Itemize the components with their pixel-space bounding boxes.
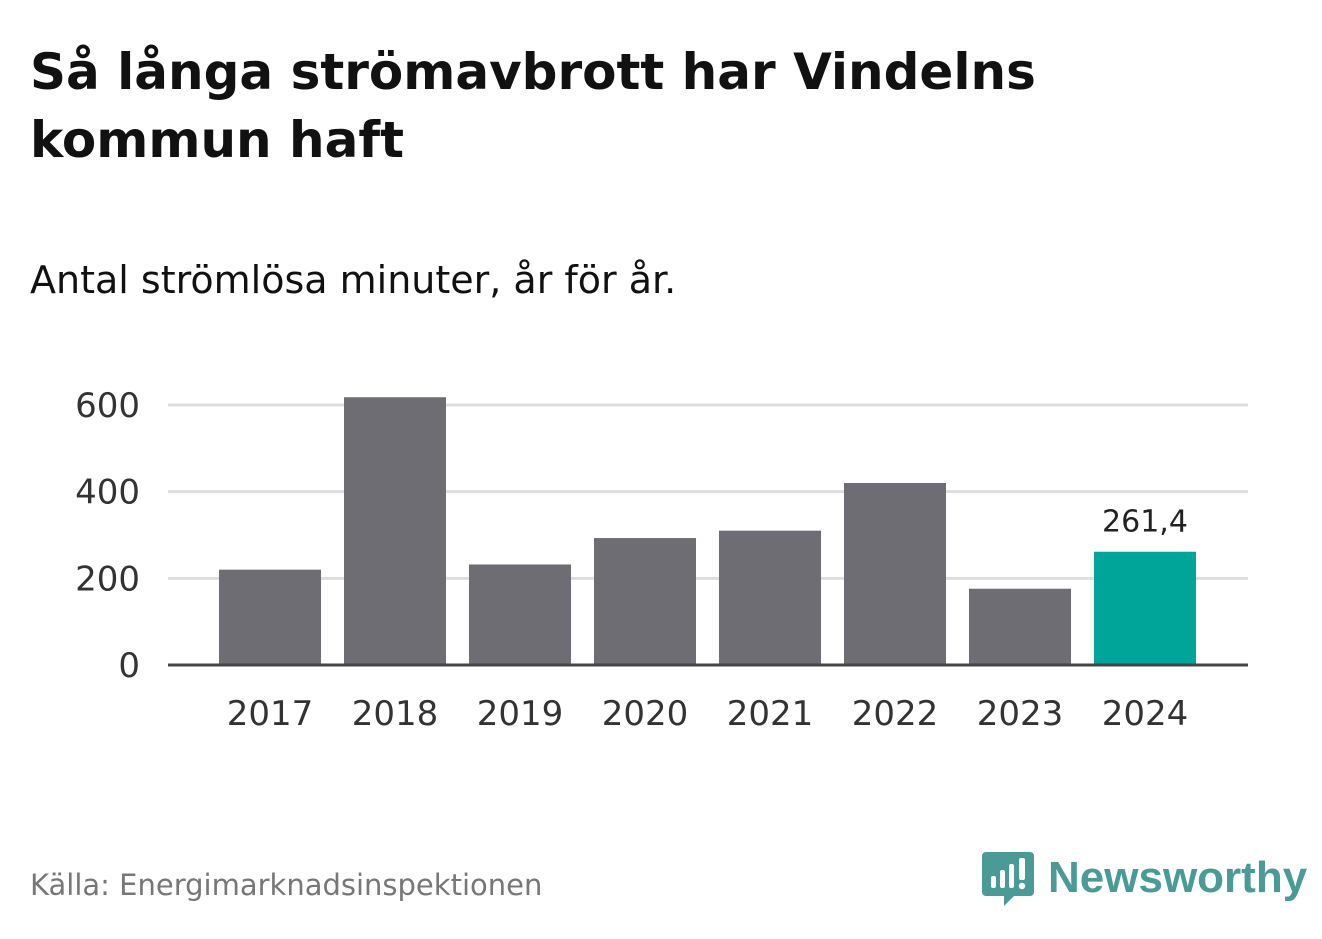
bar-2019 xyxy=(469,564,571,665)
chart-subtitle: Antal strömlösa minuter, år för år. xyxy=(30,258,677,302)
brand-logo: Newsworthy xyxy=(980,848,1307,908)
bar-2021 xyxy=(719,530,821,665)
x-tick-label: 2020 xyxy=(602,694,689,734)
x-tick-label: 2018 xyxy=(352,694,439,734)
y-tick-label: 400 xyxy=(75,473,140,513)
y-axis-ticks: 0 200 400 600 xyxy=(75,386,140,686)
bar-2022 xyxy=(844,483,946,665)
bar-2017 xyxy=(219,569,321,665)
x-tick-label: 2024 xyxy=(1102,694,1189,734)
data-label-2024: 261,4 xyxy=(1102,505,1188,540)
y-tick-label: 0 xyxy=(118,646,140,686)
chart-title: Så långa strömavbrott har Vindelns kommu… xyxy=(30,43,1036,169)
x-axis-ticks: 2017 2018 2019 2020 2021 2022 2023 2024 xyxy=(227,694,1189,734)
newsworthy-logo-icon xyxy=(982,852,1034,906)
x-tick-label: 2017 xyxy=(227,694,314,734)
x-tick-label: 2019 xyxy=(477,694,564,734)
grid-lines xyxy=(168,403,1248,580)
brand-name: Newsworthy xyxy=(1048,853,1308,902)
bar-2018 xyxy=(344,397,446,665)
x-tick-label: 2023 xyxy=(977,694,1064,734)
bars xyxy=(219,397,1196,665)
bar-2023 xyxy=(969,588,1071,665)
y-tick-label: 600 xyxy=(75,386,140,426)
data-labels: 261,4 xyxy=(1102,505,1188,540)
x-tick-label: 2021 xyxy=(727,694,814,734)
bar-2024 xyxy=(1094,551,1196,665)
x-tick-label: 2022 xyxy=(852,694,939,734)
bar-2020 xyxy=(594,538,696,665)
source-note: Källa: Energimarknadsinspektionen xyxy=(30,868,543,902)
y-tick-label: 200 xyxy=(75,559,140,599)
